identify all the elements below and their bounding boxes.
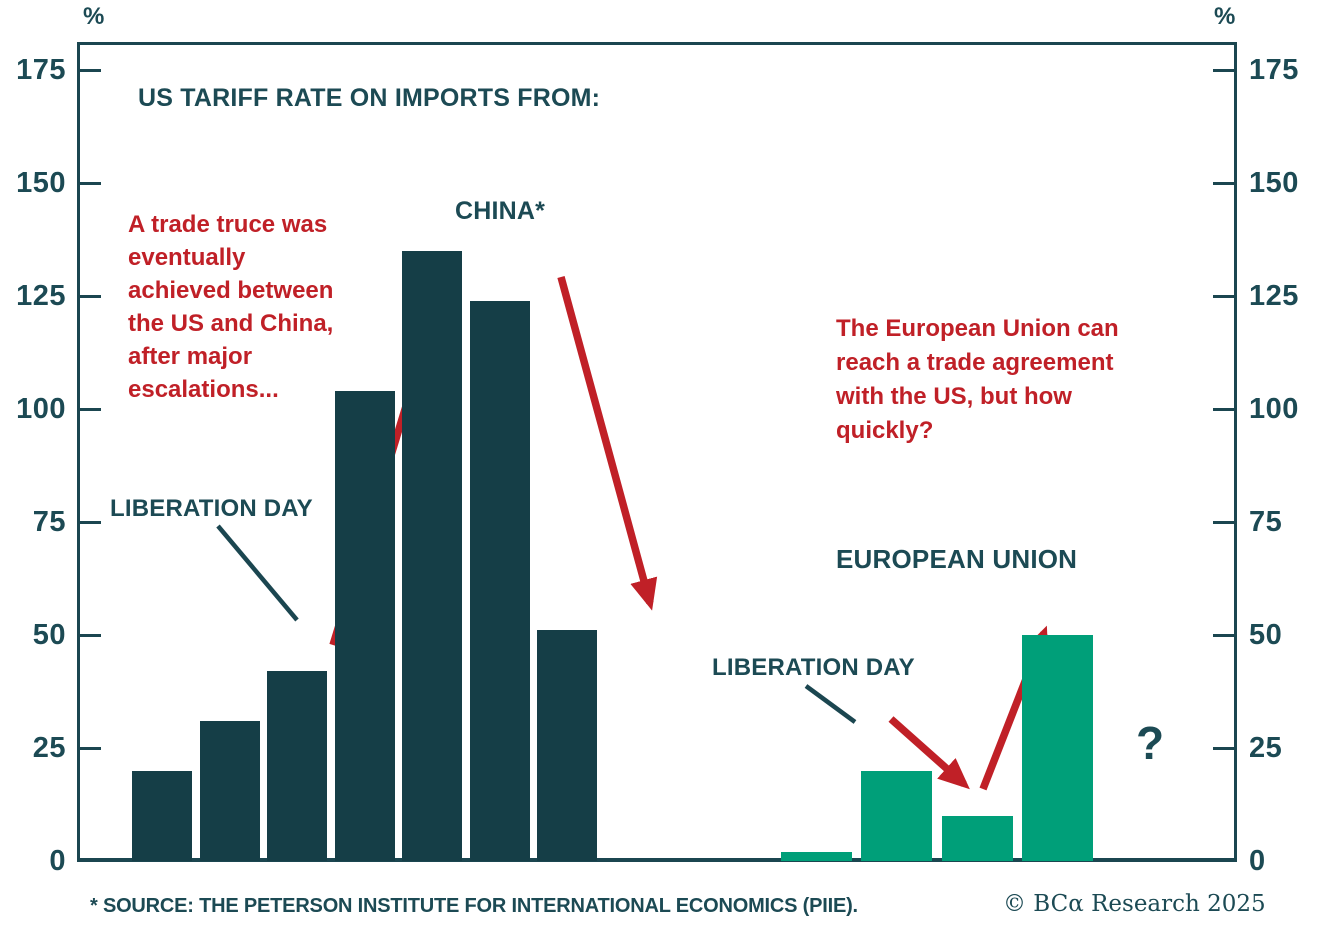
y-axis-tick-right — [1213, 407, 1234, 411]
eu-trade-agreement-note: The European Union can reach a trade agr… — [836, 315, 1119, 444]
bar-china-7 — [537, 630, 597, 861]
bar-eu-1 — [781, 851, 852, 861]
bar-china-3 — [267, 671, 327, 861]
liberation-day-label-china: LIBERATION DAY — [110, 495, 313, 522]
y-axis-label-left: 25 — [32, 732, 66, 764]
y-axis-tick-right — [1213, 181, 1234, 185]
y-axis-unit-left: % — [83, 3, 105, 30]
y-axis-tick-left — [80, 746, 101, 750]
y-axis-label-left: 50 — [32, 619, 66, 651]
y-axis-unit-right: % — [1214, 3, 1236, 30]
source-note: * SOURCE: THE PETERSON INSTITUTE FOR INT… — [90, 895, 858, 917]
y-axis-label-right: 75 — [1249, 506, 1283, 538]
china-trade-truce-note: A trade truce was eventually achieved be… — [128, 211, 334, 403]
y-axis-tick-right — [1213, 746, 1234, 750]
series-label-china: CHINA* — [455, 197, 546, 225]
brand-copyright: © BCα Research 2025 — [1003, 891, 1266, 917]
y-axis-tick-right — [1213, 294, 1234, 298]
y-axis-tick-right — [1213, 68, 1234, 72]
y-axis-label-right: 175 — [1249, 54, 1299, 86]
y-axis-label-right: 0 — [1249, 845, 1266, 877]
y-axis-label-left: 125 — [16, 280, 66, 312]
bar-china-1 — [132, 770, 192, 861]
y-axis-label-left: 175 — [16, 54, 66, 86]
chart-title: US TARIFF RATE ON IMPORTS FROM: — [138, 84, 601, 112]
bar-china-4 — [334, 390, 395, 861]
series-label-european-union: EUROPEAN UNION — [836, 544, 1078, 574]
y-axis-tick-left — [80, 294, 101, 298]
y-axis-tick-right — [1213, 633, 1234, 637]
y-axis-label-left: 0 — [49, 845, 66, 877]
question-mark-label: ? — [1136, 717, 1165, 769]
y-axis-label-right: 125 — [1249, 280, 1299, 312]
y-axis-label-right: 25 — [1249, 732, 1283, 764]
bar-china-6 — [469, 300, 530, 861]
y-axis-tick-left — [80, 407, 101, 411]
y-axis-tick-left — [80, 520, 101, 524]
bar-china-2 — [199, 720, 260, 861]
y-axis-label-left: 150 — [16, 167, 66, 199]
y-axis-tick-right — [1213, 520, 1234, 524]
bar-china-5 — [402, 250, 462, 861]
y-axis-tick-left — [80, 181, 101, 185]
y-axis-tick-left — [80, 633, 101, 637]
y-axis-label-left: 75 — [32, 506, 66, 538]
bar-eu-2 — [861, 770, 933, 861]
y-axis-tick-left — [80, 68, 101, 72]
y-axis-label-right: 150 — [1249, 167, 1299, 199]
liberation-day-label-eu: LIBERATION DAY — [712, 654, 915, 681]
y-axis-label-left: 100 — [16, 393, 66, 425]
y-axis-label-right: 50 — [1249, 619, 1283, 651]
plot-area — [77, 42, 1237, 862]
bar-eu-3 — [941, 815, 1013, 861]
bar-eu-4 — [1021, 635, 1093, 861]
y-axis-label-right: 100 — [1249, 393, 1299, 425]
